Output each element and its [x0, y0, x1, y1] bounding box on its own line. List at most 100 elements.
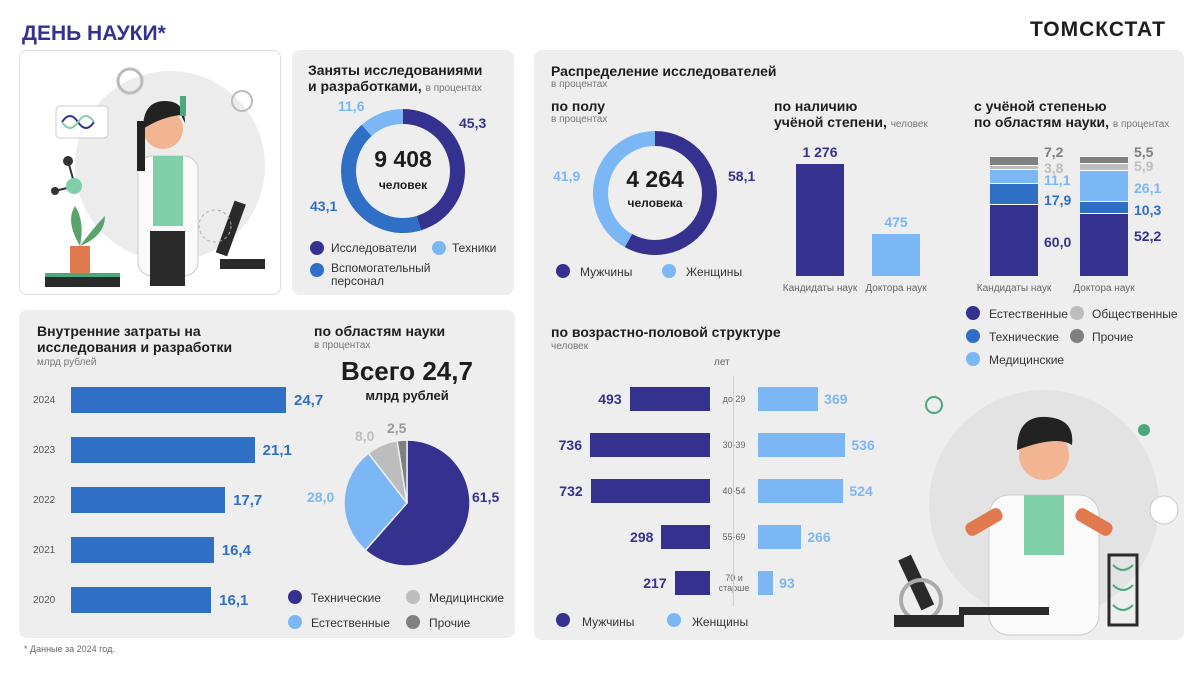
legend-f-natural-dot	[288, 615, 302, 629]
legend-men-dot	[556, 264, 570, 278]
fields-other-value: 2,5	[387, 420, 407, 436]
legend-natural-dot	[966, 306, 980, 320]
age-bar-women	[758, 571, 774, 595]
by-sex-unit: в процентах	[551, 114, 608, 125]
legend-technical: Технические	[989, 330, 1059, 344]
age-bar-women	[758, 387, 819, 411]
stack-category-label: Кандидаты наук	[976, 283, 1052, 294]
stack-segment	[1080, 213, 1128, 276]
slice-technical	[364, 439, 471, 567]
by-field-title: с учёной степенью по областям науки, в п…	[974, 98, 1170, 130]
field-stacked-chart: 60,0 17,9 11,1 3,8 7,2 Кандидаты наук 52,2 10,3…	[974, 144, 1184, 300]
cost-year-label: 2022	[33, 495, 56, 506]
legend-f-other-dot	[406, 615, 420, 629]
legend-age-men-dot	[556, 613, 570, 627]
stack-segment-value: 5,5	[1134, 144, 1154, 160]
footnote: * Данные за 2024 год.	[24, 644, 115, 654]
stack-category-label: Доктора наук	[1073, 283, 1135, 294]
legend-other: Прочие	[1092, 330, 1134, 344]
age-bar-men	[674, 571, 710, 595]
legend-age-women: Женщины	[692, 615, 749, 629]
age-bar-women	[758, 433, 846, 457]
age-women-value: 266	[807, 529, 831, 545]
stack-segment	[1080, 201, 1128, 214]
age-women-value: 524	[849, 483, 873, 499]
fields-unit: в процентах	[314, 340, 371, 351]
legend-medical-dot	[966, 352, 980, 366]
legend-women-dot	[662, 264, 676, 278]
cost-year-label: 2020	[33, 595, 56, 606]
age-group-label: 70 истарше	[719, 573, 750, 593]
age-unit: человек	[551, 341, 589, 352]
cost-bar	[71, 487, 226, 513]
age-men-value: 298	[630, 529, 654, 545]
age-men-value: 736	[558, 437, 582, 453]
slice-men	[624, 131, 717, 255]
legend-researchers: Исследователи	[331, 241, 417, 255]
women-share-value: 41,9	[553, 168, 581, 184]
legend-f-medical-dot	[406, 590, 420, 604]
costs-title: Внутренние затраты на исследования и разр…	[37, 323, 233, 355]
stack-segment-value: 17,9	[1044, 192, 1072, 208]
stack-segment-value: 7,2	[1044, 144, 1064, 160]
distribution-unit: в процентах	[551, 79, 608, 90]
stack-segment-value: 3,8	[1044, 160, 1064, 176]
legend-technical-dot	[966, 329, 980, 343]
distribution-panel: Распределение исследователей в процентах…	[534, 50, 1184, 640]
slice-researchers	[403, 109, 465, 231]
stack-segment-value: 26,1	[1134, 180, 1162, 196]
slice-other	[396, 439, 408, 504]
employed-researchers-value: 45,3	[459, 115, 487, 131]
slice-support	[341, 124, 422, 233]
cost-bar-value: 17,7	[233, 492, 263, 509]
stack-segment-value: 52,2	[1134, 228, 1162, 244]
employed-total-unit: человек	[378, 178, 428, 192]
age-bar-women	[758, 479, 844, 503]
legend-social-dot	[1070, 306, 1084, 320]
degree-bar-value: 475	[884, 214, 908, 231]
employed-total: 9 408	[374, 146, 432, 172]
cost-bar-value: 16,4	[221, 542, 251, 559]
cost-bar-value: 16,1	[219, 592, 249, 609]
slice-women	[593, 131, 655, 248]
age-men-value: 217	[643, 575, 667, 591]
age-women-value: 369	[824, 391, 848, 407]
legend-women: Женщины	[686, 265, 743, 279]
stack-segment	[1080, 156, 1128, 163]
cost-bar-value: 24,7	[294, 392, 324, 409]
fields-title: по областям науки	[314, 323, 446, 339]
age-bar-men	[590, 479, 710, 503]
legend-age-men: Мужчины	[582, 615, 635, 629]
researchers-total: 4 264	[626, 166, 684, 192]
researchers-total-unit: человека	[627, 196, 683, 210]
sex-donut	[593, 131, 717, 255]
scientist-illustration	[19, 50, 281, 295]
stack-segment	[990, 164, 1038, 170]
stack-segment	[990, 204, 1038, 276]
stack-segment	[990, 169, 1038, 183]
age-women-value: 93	[779, 575, 795, 591]
costs-unit: млрд рублей	[37, 357, 97, 368]
legend-f-other: Прочие	[429, 616, 471, 630]
costs-bar-chart: 2024 24,7 2023 21,1 2022 17,7 2021 16,4 2020 16,1	[29, 380, 323, 630]
legend-social: Общественные	[1092, 307, 1178, 321]
brand-logo: ТОМСКСТАТ	[1030, 18, 1166, 41]
cost-bar-value: 21,1	[262, 442, 292, 459]
degree-bar	[872, 234, 920, 276]
cost-year-label: 2023	[33, 445, 56, 456]
by-sex-title: по полу	[551, 98, 606, 114]
legend-f-medical: Медицинские	[429, 591, 505, 605]
scientist-illustration-2	[894, 390, 1179, 636]
stack-segment-value: 10,3	[1134, 202, 1162, 218]
fields-total: Всего 24,7	[341, 356, 473, 386]
degree-category-label: Кандидаты наук	[782, 283, 858, 294]
slice-natural	[343, 452, 408, 552]
legend-technicians-dot	[432, 241, 446, 255]
age-axis-label: лет	[714, 357, 730, 368]
legend-support-dot	[310, 263, 324, 277]
employed-donut	[341, 109, 465, 233]
legend-f-technical-dot	[288, 590, 302, 604]
age-group-label: 30-39	[722, 440, 746, 450]
stack-segment	[1080, 162, 1128, 170]
distribution-title: Распределение исследователей	[551, 63, 777, 79]
